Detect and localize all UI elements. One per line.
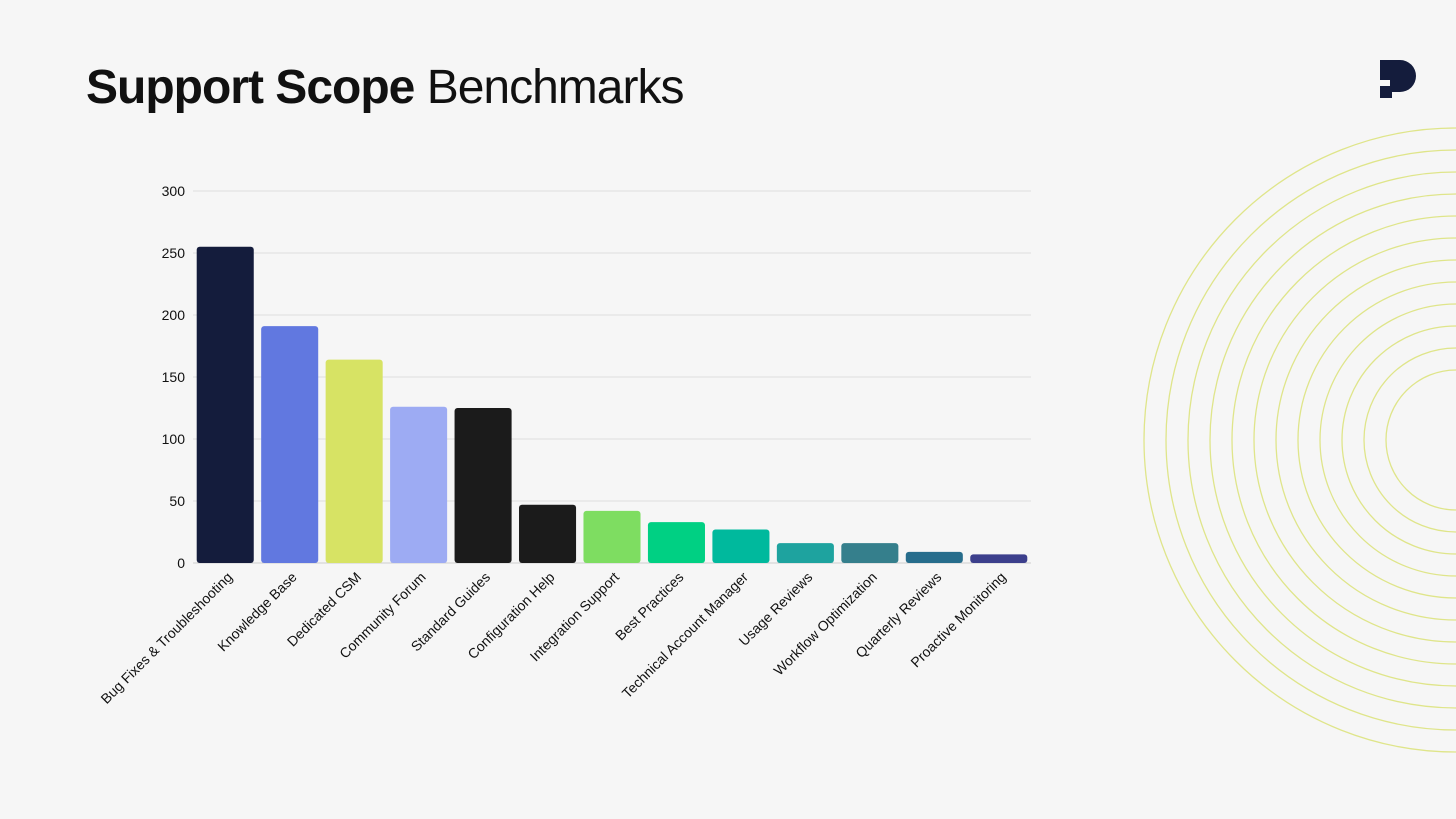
bar bbox=[196, 246, 254, 564]
y-tick-label: 150 bbox=[162, 369, 186, 385]
bar bbox=[519, 504, 577, 563]
ring-arc bbox=[1231, 215, 1456, 665]
y-tick-label: 300 bbox=[162, 183, 186, 199]
chart-bars bbox=[196, 246, 1028, 564]
ring-arc bbox=[1385, 369, 1456, 511]
ring-arc bbox=[1319, 303, 1456, 577]
bar bbox=[583, 510, 641, 563]
y-tick-label: 100 bbox=[162, 431, 186, 447]
y-tick-label: 200 bbox=[162, 307, 186, 323]
bar bbox=[841, 543, 899, 563]
ring-arc bbox=[1363, 347, 1456, 533]
ring-arc bbox=[1143, 127, 1456, 753]
bar bbox=[712, 529, 770, 563]
chart-gridlines bbox=[193, 190, 1031, 564]
bar bbox=[776, 543, 834, 563]
ring-arc bbox=[1165, 149, 1456, 731]
x-tick-label: Technical Account Manager bbox=[619, 569, 752, 702]
ring-arc bbox=[1341, 325, 1456, 555]
page-title-bold: Support Scope bbox=[86, 61, 415, 114]
bar bbox=[390, 406, 448, 563]
bar bbox=[970, 554, 1028, 563]
ring-arc bbox=[1275, 259, 1456, 621]
brand-logo-icon bbox=[1380, 60, 1416, 98]
bar bbox=[325, 359, 383, 563]
y-axis-ticks: 0 50 100 150 200 250 300 bbox=[162, 183, 186, 571]
ring-arc bbox=[1297, 281, 1456, 599]
ring-arc bbox=[1209, 193, 1456, 687]
x-tick-label: Bug Fixes & Troubleshooting bbox=[97, 569, 235, 707]
bar bbox=[261, 326, 319, 563]
bar bbox=[647, 522, 705, 563]
bar bbox=[905, 551, 963, 563]
y-tick-label: 250 bbox=[162, 245, 186, 261]
ring-arc bbox=[1187, 171, 1456, 709]
y-tick-label: 50 bbox=[169, 493, 185, 509]
page-title-light: Benchmarks bbox=[426, 61, 685, 114]
y-tick-label: 0 bbox=[177, 555, 185, 571]
ring-arc bbox=[1253, 237, 1456, 643]
page-title: Support Scope Benchmarks bbox=[86, 60, 685, 115]
bar bbox=[454, 408, 512, 563]
